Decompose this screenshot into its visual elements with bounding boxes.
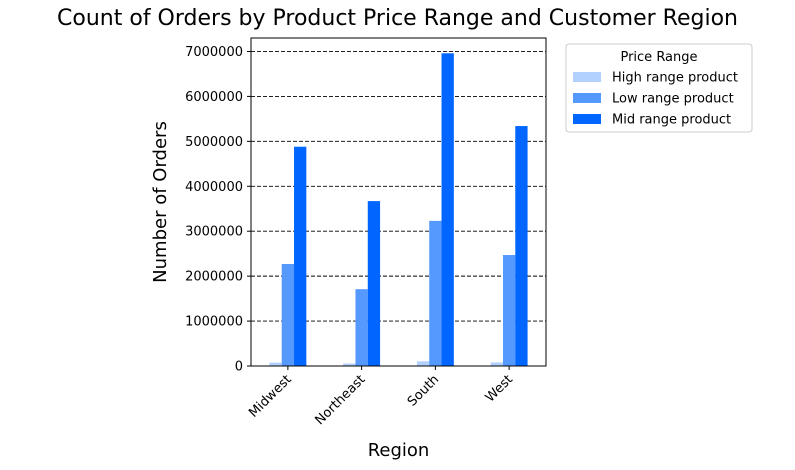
y-tick-label: 2000000 (185, 270, 243, 285)
bar (355, 289, 368, 366)
bar (343, 363, 356, 366)
y-tick-label: 1000000 (185, 315, 243, 330)
bar (367, 201, 381, 366)
y-tick-label: 4000000 (185, 180, 243, 195)
bars (269, 53, 528, 367)
y-tick-label: 7000000 (185, 45, 243, 60)
x-tick-label: Midwest (246, 372, 295, 421)
bar (294, 146, 307, 366)
legend-title: Price Range (620, 50, 697, 65)
legend-label: Mid range product (612, 113, 731, 128)
y-axis: 0 1000000 2000000 3000000 4000000 5000000 6000… (185, 45, 251, 375)
bar (490, 362, 503, 366)
x-tick-label: Northeast (312, 372, 368, 428)
y-tick-label: 5000000 (185, 135, 243, 150)
legend: Price Range High range product Low range p… (565, 43, 753, 133)
legend-label: High range product (612, 71, 738, 86)
bar (502, 255, 516, 366)
legend-swatch (573, 114, 601, 124)
bar (515, 126, 528, 366)
y-tick-label: 6000000 (185, 90, 243, 105)
legend-box (565, 43, 753, 133)
legend-label: Low range product (612, 92, 734, 107)
chart-title: Count of Orders by Product Price Range a… (57, 6, 738, 31)
x-axis: Midwest Northeast South West (246, 366, 516, 428)
y-axis-label: Number of Orders (150, 121, 171, 283)
x-axis-label: Region (368, 440, 430, 461)
bar (416, 361, 430, 366)
x-tick-label: West (483, 372, 516, 405)
x-tick-label: South (405, 372, 442, 409)
y-tick-label: 0 (235, 360, 243, 375)
bar (269, 362, 282, 366)
bar (429, 220, 442, 366)
plot-frame (250, 37, 547, 367)
y-tick-label: 3000000 (185, 225, 243, 240)
legend-swatch (573, 72, 601, 82)
legend-swatch (573, 93, 601, 103)
bar (281, 264, 295, 366)
bar (441, 53, 454, 367)
